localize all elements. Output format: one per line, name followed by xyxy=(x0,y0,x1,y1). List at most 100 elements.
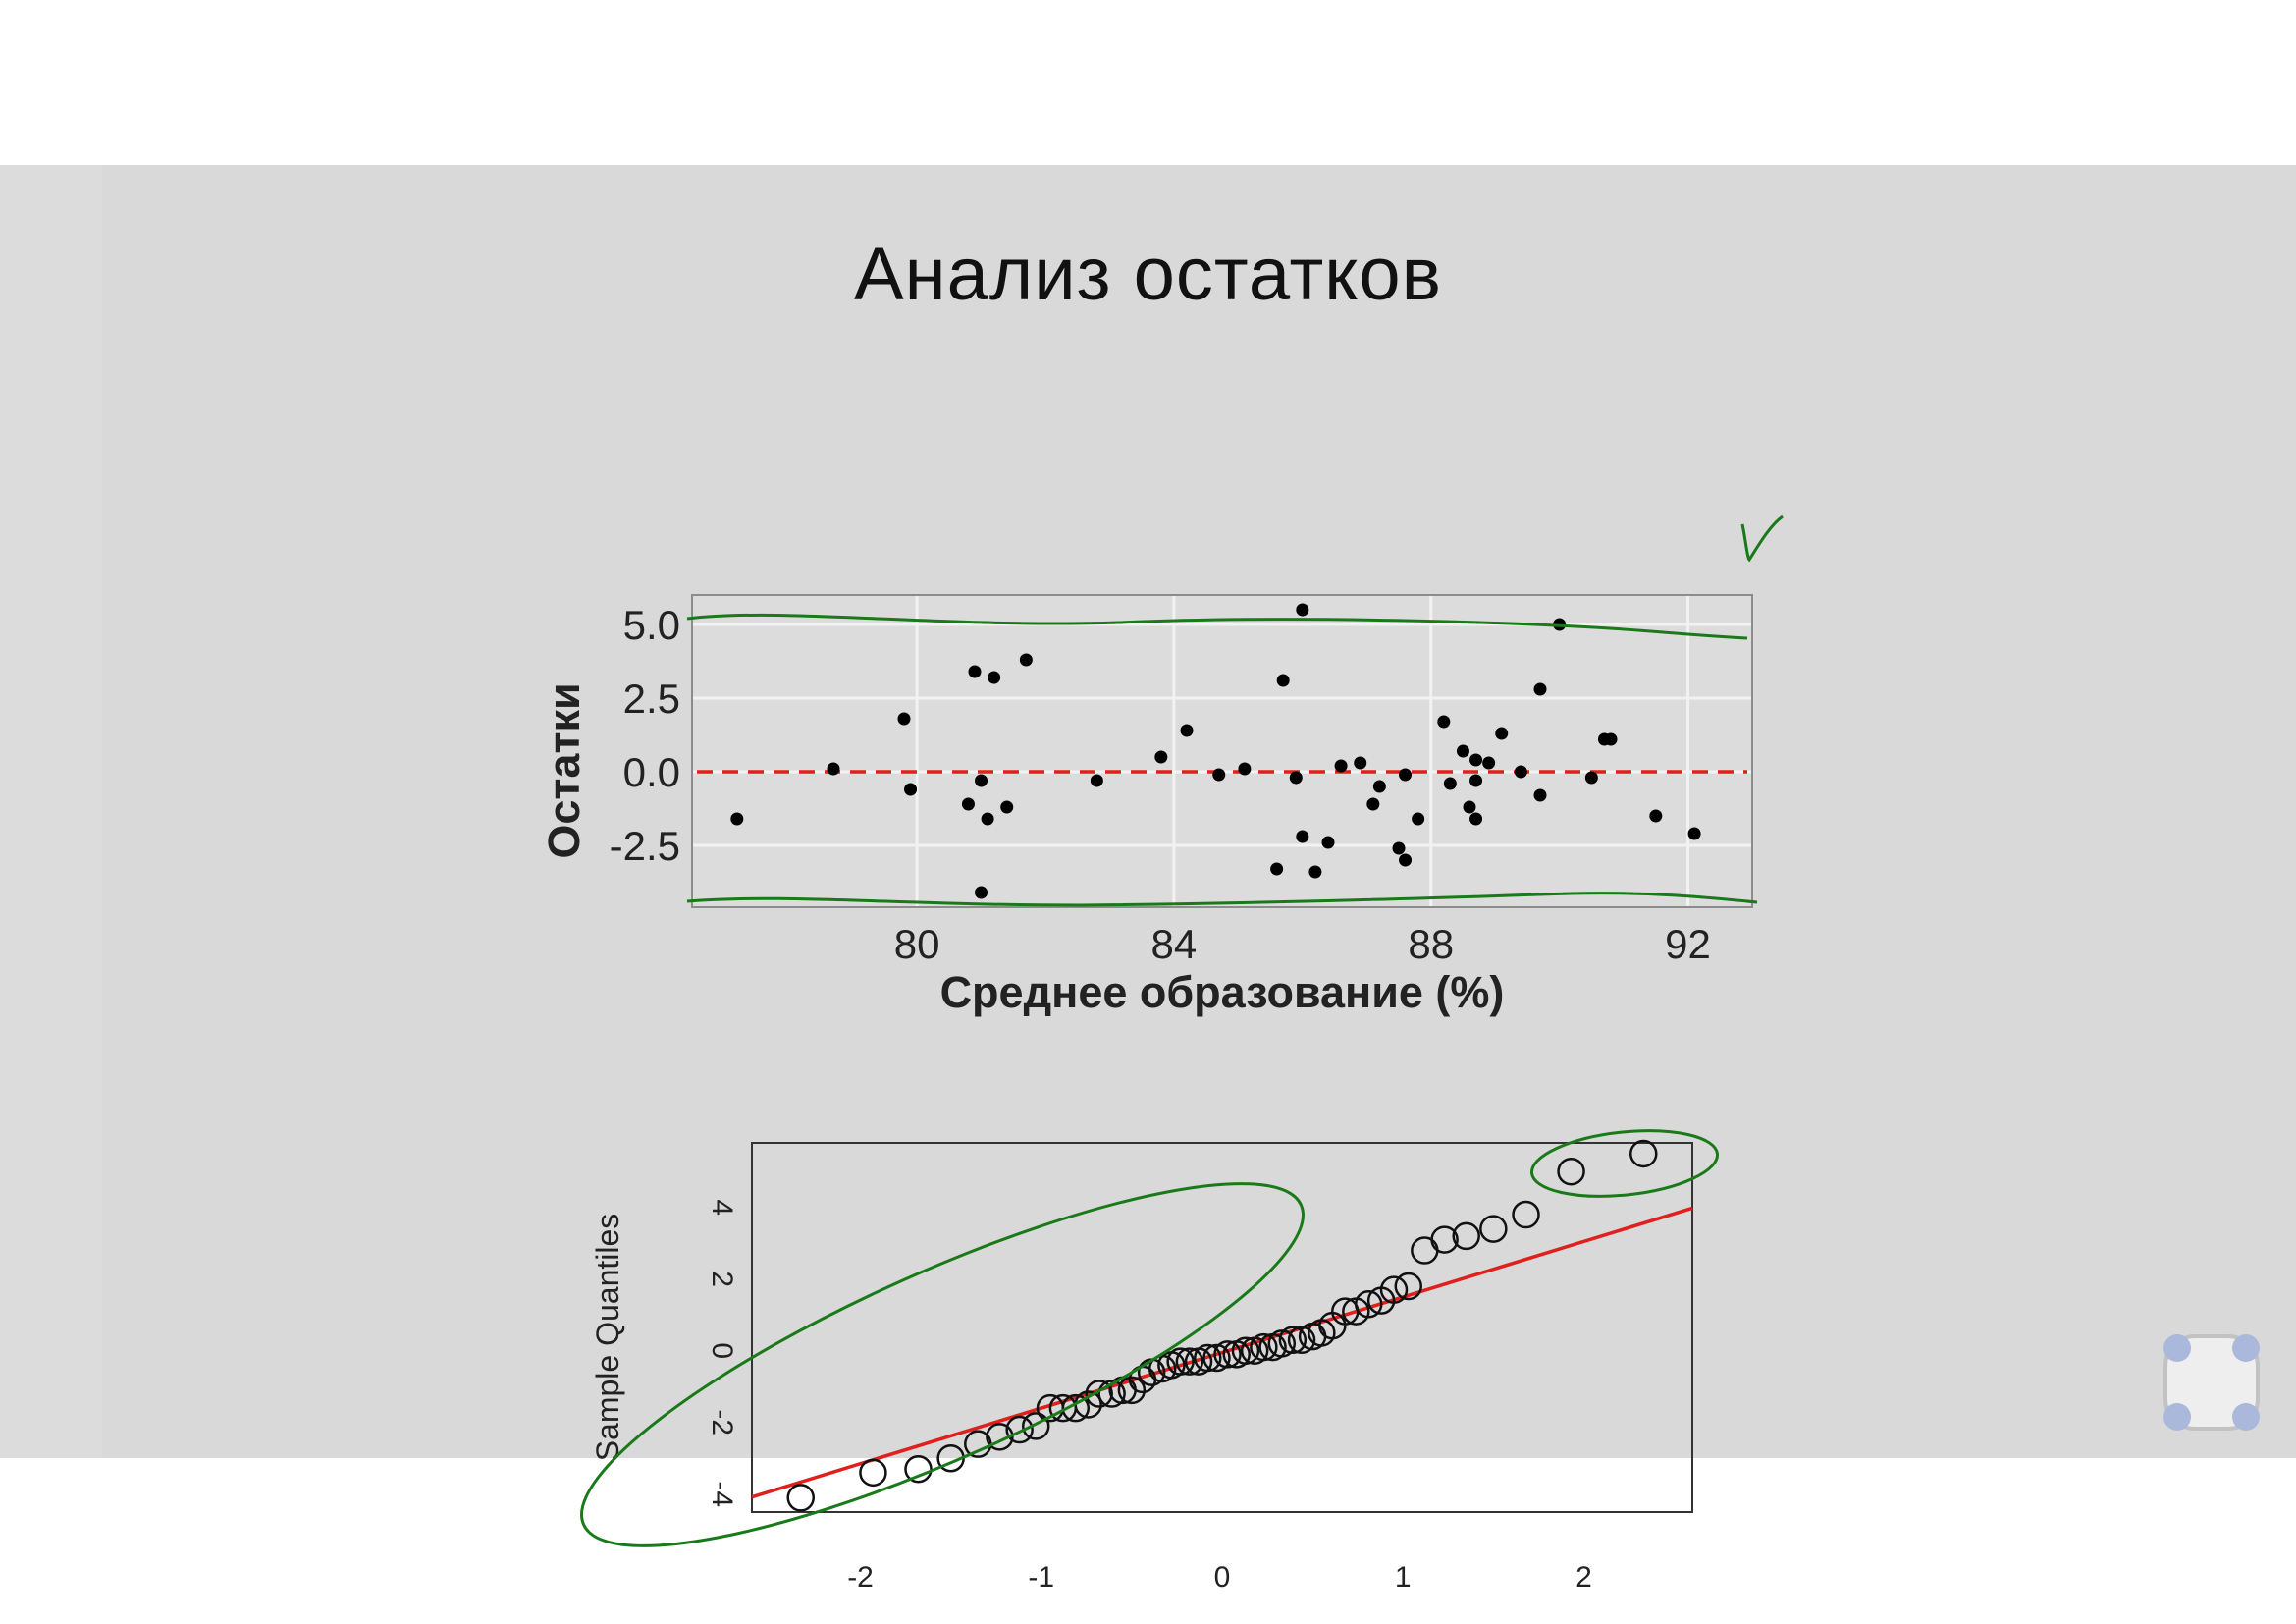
qq-point xyxy=(1202,1343,1231,1373)
residual-point xyxy=(1469,753,1483,767)
qq-point xyxy=(1231,1336,1260,1365)
residual-point xyxy=(1463,800,1476,814)
qq-point xyxy=(1061,1393,1091,1423)
slide: Анализ остатков 80 84 88 92 5.0 2.5 0.0 -2.5 С… xyxy=(0,165,2296,1594)
qq-x-tick-label: 2 xyxy=(1575,1561,1592,1594)
residuals-y-axis-label: Остатки xyxy=(539,682,589,858)
residual-point xyxy=(1649,809,1663,823)
residual-point xyxy=(1604,732,1618,746)
residual-point xyxy=(961,797,975,811)
residual-point xyxy=(975,774,988,787)
y-tick-label: 5.0 xyxy=(623,602,680,648)
qq-point xyxy=(1097,1380,1126,1408)
y-tick-label: 0.0 xyxy=(623,749,680,795)
residual-point xyxy=(827,762,840,776)
qq-point xyxy=(1117,1376,1147,1405)
residual-point xyxy=(1090,774,1103,787)
residual-point xyxy=(897,712,911,726)
qq-y-tick-label: 2 xyxy=(706,1271,738,1287)
qq-x-tick-label: -2 xyxy=(847,1561,874,1594)
y-tick-label: 2.5 xyxy=(623,676,680,722)
qq-point xyxy=(1005,1415,1034,1444)
residual-point xyxy=(730,812,744,826)
residuals-grid xyxy=(692,595,1752,907)
residual-point xyxy=(988,671,1001,684)
residual-point xyxy=(1687,827,1701,840)
residual-point xyxy=(1019,653,1033,667)
qq-y-tick-label: 0 xyxy=(706,1342,738,1359)
residual-point xyxy=(1482,756,1496,770)
residual-point xyxy=(1456,744,1469,758)
checkmark-annotation xyxy=(1740,514,1784,563)
qq-point xyxy=(904,1454,933,1484)
residual-point xyxy=(1238,762,1252,776)
residual-point xyxy=(1308,865,1322,879)
residual-point xyxy=(1392,841,1406,855)
qq-point xyxy=(1452,1221,1480,1251)
qq-point xyxy=(1287,1326,1316,1355)
qq-x-tick-label: -1 xyxy=(1028,1561,1054,1594)
residual-point xyxy=(1334,759,1348,773)
residual-point xyxy=(981,812,994,826)
residual-point xyxy=(968,665,982,678)
x-tick-label: 92 xyxy=(1665,921,1711,967)
qq-point xyxy=(1354,1290,1383,1319)
qq-plot-frame xyxy=(751,1142,1693,1513)
residual-point xyxy=(1584,771,1598,785)
slide-title: Анализ остатков xyxy=(853,233,1443,316)
residual-point xyxy=(1412,812,1425,826)
lower-bound-annotation xyxy=(686,892,1758,907)
navigation-widget-icon[interactable] xyxy=(2160,1330,2264,1435)
residual-point xyxy=(1469,812,1483,826)
qq-reference-line xyxy=(751,1206,1693,1499)
residual-point xyxy=(1399,853,1413,867)
qq-x-ticks: -2 -1 0 1 2 xyxy=(847,1561,1592,1594)
qq-point xyxy=(1250,1332,1278,1362)
residual-point xyxy=(1321,836,1335,849)
qq-point xyxy=(1479,1215,1508,1243)
x-tick-label: 80 xyxy=(894,921,940,967)
qq-point xyxy=(859,1458,887,1488)
residual-point xyxy=(904,783,918,796)
qq-y-tick-label: 4 xyxy=(706,1199,738,1216)
qq-y-tick-label: -2 xyxy=(706,1409,738,1435)
slide-edge xyxy=(0,165,102,1458)
qq-y-ticks: 4 2 0 -2 -4 xyxy=(706,1199,738,1507)
residual-point xyxy=(1495,727,1509,740)
upper-bound-annotation xyxy=(686,613,1748,640)
residual-point xyxy=(1212,768,1226,782)
qq-y-axis-label: Sample Quantiles xyxy=(590,1214,625,1462)
qq-point xyxy=(786,1484,815,1512)
qq-point xyxy=(1194,1343,1222,1373)
residual-point xyxy=(1354,756,1367,770)
residual-point xyxy=(1296,830,1309,843)
residual-point xyxy=(1372,780,1386,793)
residual-point xyxy=(1443,777,1457,790)
qq-point xyxy=(1629,1139,1658,1168)
residual-point xyxy=(1514,765,1527,779)
residuals-x-ticks: 80 84 88 92 xyxy=(894,921,1711,967)
qq-point xyxy=(1430,1225,1459,1254)
residuals-plot-frame xyxy=(691,594,1753,908)
residual-point xyxy=(1533,682,1547,696)
residual-point xyxy=(1366,797,1380,811)
qq-x-tick-label: 1 xyxy=(1395,1561,1412,1594)
residual-point xyxy=(1289,771,1303,785)
qq-point xyxy=(1213,1340,1242,1369)
residual-point xyxy=(1000,800,1014,814)
qq-point xyxy=(1512,1200,1540,1229)
residual-point xyxy=(1276,674,1290,687)
residual-point xyxy=(1296,603,1309,617)
qq-point xyxy=(1267,1329,1297,1358)
residual-point xyxy=(1437,715,1451,729)
y-tick-label: -2.5 xyxy=(610,823,680,869)
qq-point xyxy=(1166,1347,1195,1376)
qq-points xyxy=(786,1139,1658,1512)
residual-point xyxy=(975,886,988,899)
qq-x-tick-label: 0 xyxy=(1214,1561,1231,1594)
qq-point xyxy=(1379,1275,1409,1304)
qq-point xyxy=(1175,1347,1204,1376)
qq-point xyxy=(1394,1272,1423,1301)
residual-point xyxy=(1399,768,1413,782)
residual-point xyxy=(1533,788,1547,802)
